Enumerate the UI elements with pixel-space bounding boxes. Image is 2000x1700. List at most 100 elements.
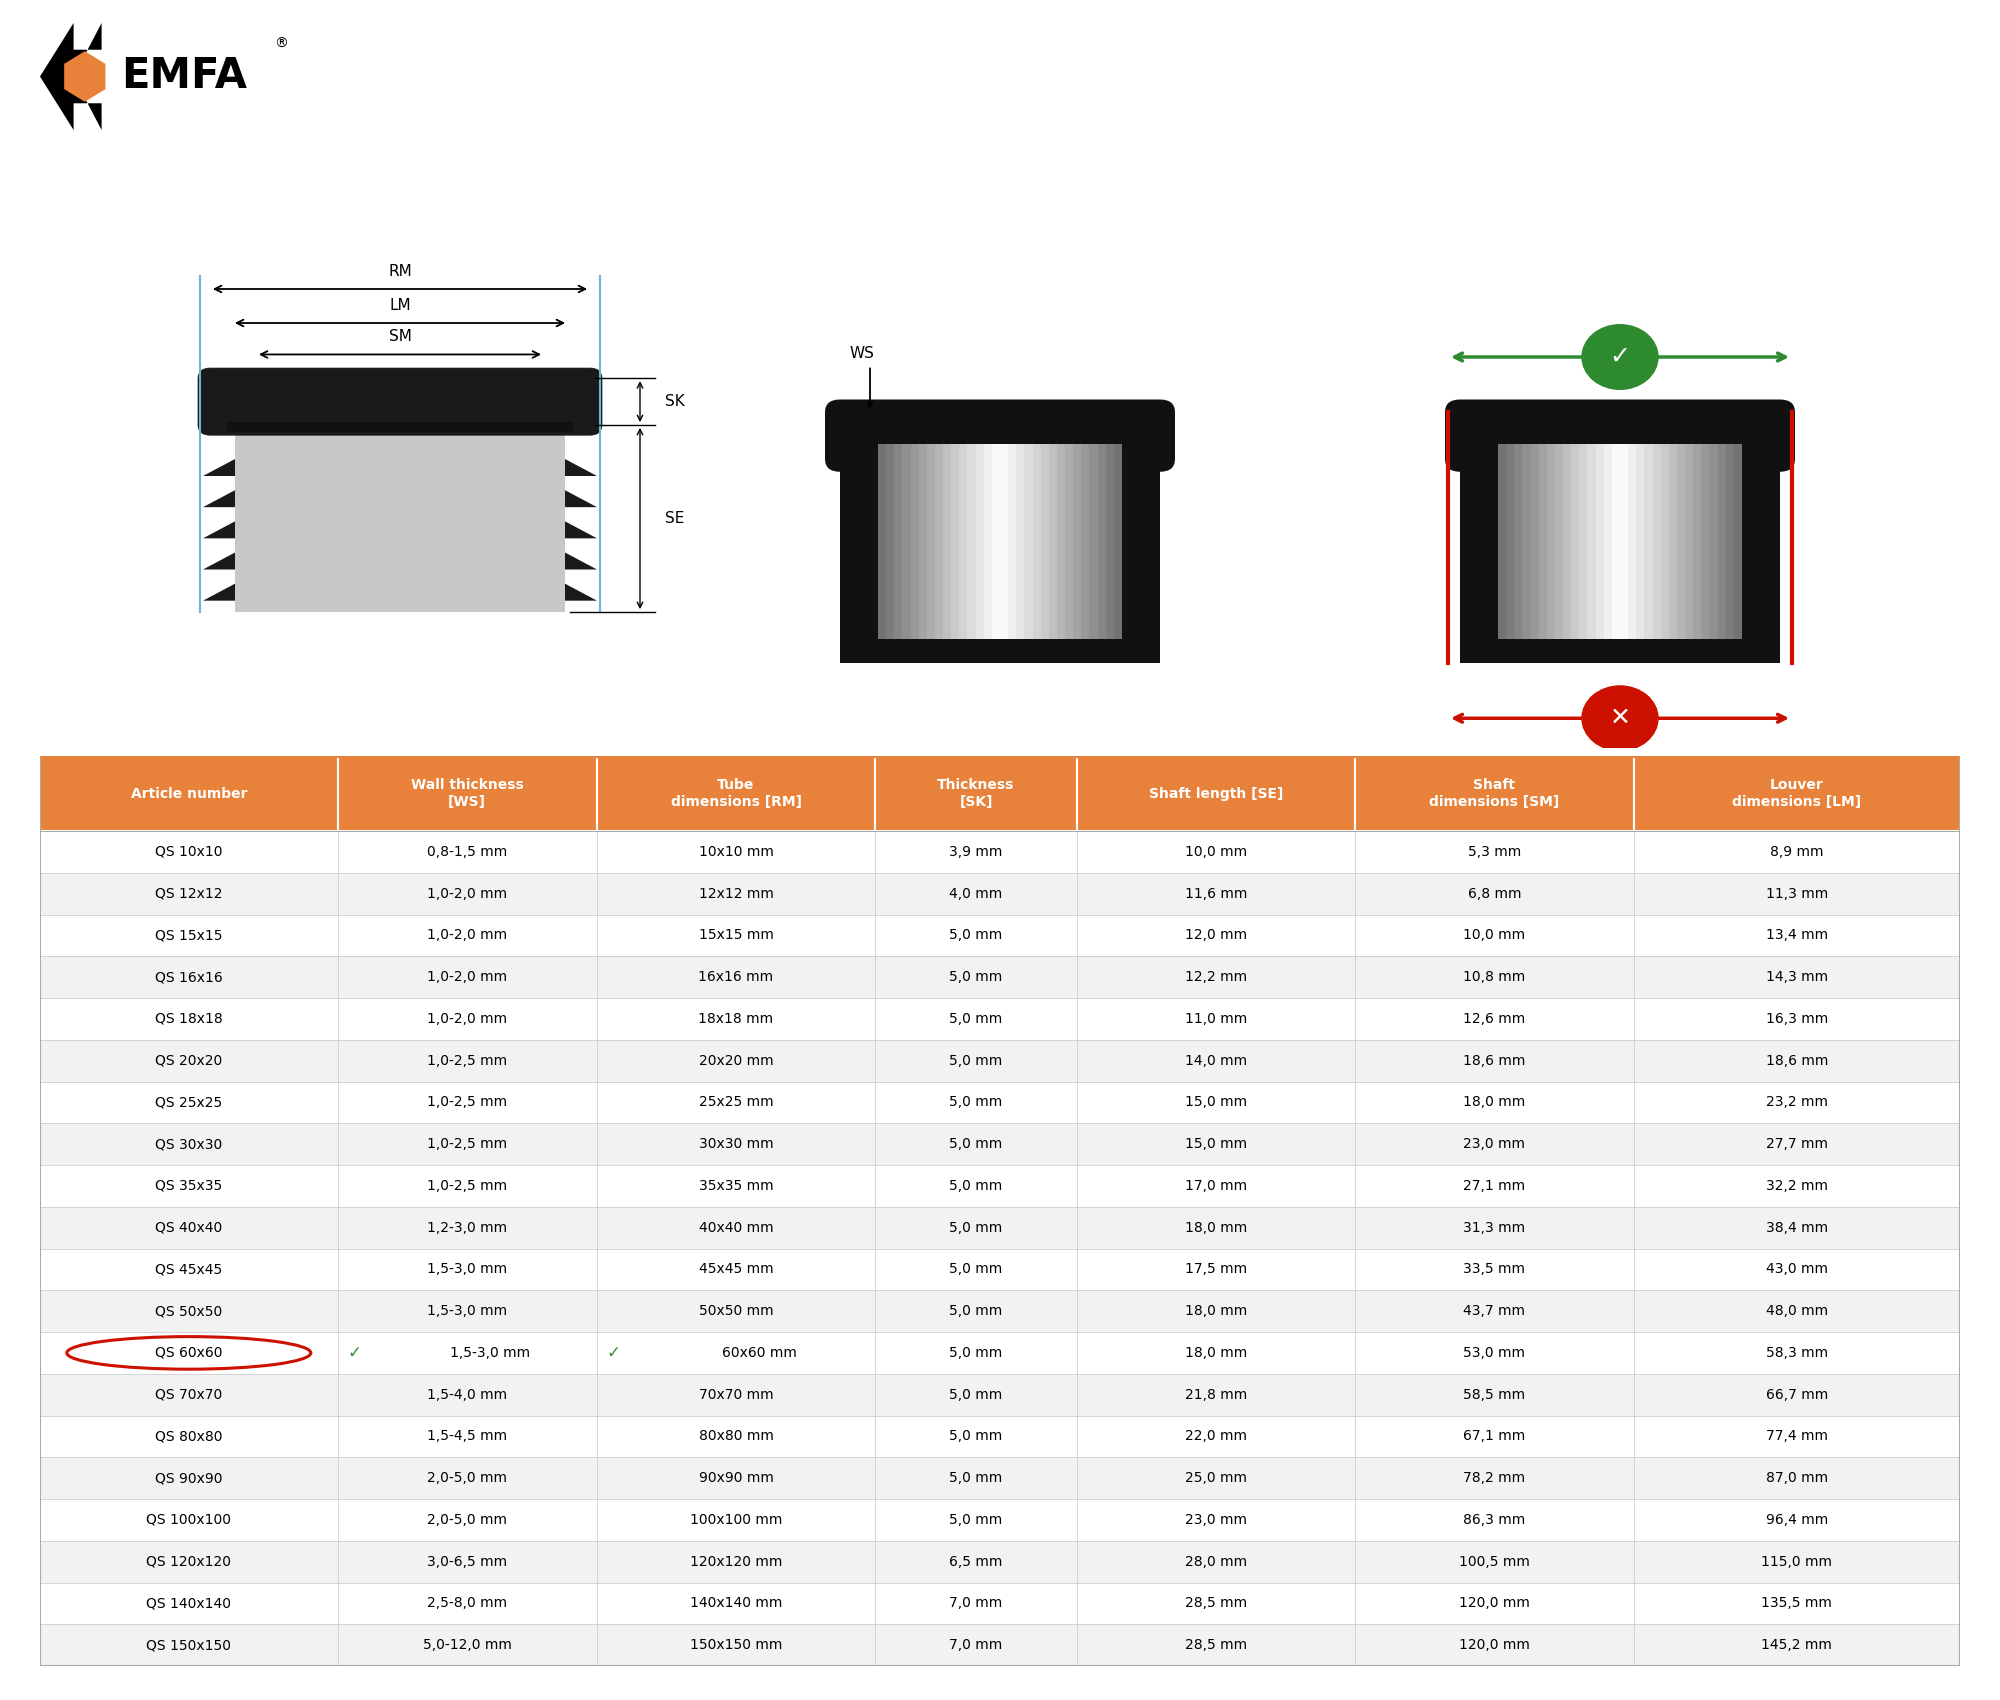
Bar [1612, 444, 1620, 639]
Text: 145,2 mm: 145,2 mm [1762, 1639, 1832, 1652]
Bar [40, 1164, 338, 1207]
Text: 120,0 mm: 120,0 mm [1458, 1639, 1530, 1652]
Text: 140x140 mm: 140x140 mm [690, 1596, 782, 1610]
Text: 16,3 mm: 16,3 mm [1766, 1012, 1828, 1025]
Bar [1634, 1333, 1960, 1374]
Bar [338, 957, 596, 998]
Polygon shape [1742, 626, 1776, 639]
Text: 7,0 mm: 7,0 mm [950, 1639, 1002, 1652]
Text: 50x50 mm: 50x50 mm [698, 1304, 774, 1318]
Bar [886, 444, 894, 639]
Text: 60x60 mm: 60x60 mm [722, 1346, 796, 1360]
Text: 12,2 mm: 12,2 mm [1184, 971, 1248, 984]
Bar [968, 444, 976, 639]
Bar [1076, 915, 1356, 957]
Bar [1634, 915, 1960, 957]
Bar [338, 1124, 596, 1164]
Text: QS 50x50: QS 50x50 [156, 1304, 222, 1318]
Text: WS: WS [850, 347, 874, 362]
Bar [1668, 444, 1676, 639]
Bar [40, 957, 338, 998]
Bar [1356, 1164, 1634, 1207]
Bar [1634, 1290, 1960, 1333]
Bar [1564, 444, 1572, 639]
Bar [1114, 444, 1122, 639]
Bar [1634, 831, 1960, 872]
Bar [596, 1540, 876, 1583]
Text: 1,0-2,0 mm: 1,0-2,0 mm [428, 1012, 508, 1025]
Text: 43,0 mm: 43,0 mm [1766, 1263, 1828, 1277]
Bar [1636, 444, 1644, 639]
Bar [40, 1499, 338, 1540]
Polygon shape [1742, 573, 1776, 586]
Bar [596, 998, 876, 1040]
Text: 120,0 mm: 120,0 mm [1458, 1596, 1530, 1610]
Bar [1066, 444, 1074, 639]
Text: 5,0 mm: 5,0 mm [950, 1012, 1002, 1025]
Bar [876, 1081, 1076, 1124]
Text: 100x100 mm: 100x100 mm [690, 1513, 782, 1527]
Bar [338, 1040, 596, 1081]
Polygon shape [1122, 520, 1156, 536]
Bar [1076, 1499, 1356, 1540]
Bar [1734, 444, 1742, 639]
Text: 1,0-2,5 mm: 1,0-2,5 mm [428, 1095, 508, 1110]
Text: 0,8-1,5 mm: 0,8-1,5 mm [428, 845, 508, 858]
Bar [338, 1416, 596, 1457]
Bar [1356, 1624, 1634, 1666]
Text: QS 120x120: QS 120x120 [146, 1554, 232, 1569]
Text: ®: ® [274, 37, 288, 51]
Bar [1572, 444, 1580, 639]
Text: 5,3 mm: 5,3 mm [1468, 845, 1522, 858]
Bar [878, 444, 886, 639]
Bar [1076, 1290, 1356, 1333]
Text: 5,0 mm: 5,0 mm [950, 1470, 1002, 1486]
Text: ✓: ✓ [606, 1345, 620, 1362]
Polygon shape [1742, 520, 1776, 536]
Text: 96,4 mm: 96,4 mm [1766, 1513, 1828, 1527]
Polygon shape [204, 552, 236, 570]
Polygon shape [846, 626, 878, 639]
Bar [1634, 756, 1960, 831]
Text: 100,5 mm: 100,5 mm [1458, 1554, 1530, 1569]
Bar [596, 831, 876, 872]
Circle shape [1582, 685, 1658, 751]
Bar [1356, 831, 1634, 872]
Text: 31,3 mm: 31,3 mm [1464, 1221, 1526, 1234]
Bar [1634, 1207, 1960, 1248]
Bar [338, 1457, 596, 1499]
Bar [1356, 1290, 1634, 1333]
Bar [40, 756, 338, 831]
Polygon shape [846, 547, 878, 561]
Bar [1634, 1416, 1960, 1457]
Polygon shape [1464, 626, 1498, 639]
Text: 86,3 mm: 86,3 mm [1464, 1513, 1526, 1527]
Text: 13,4 mm: 13,4 mm [1766, 928, 1828, 942]
Text: QS 40x40: QS 40x40 [156, 1221, 222, 1234]
Text: 70x70 mm: 70x70 mm [698, 1387, 774, 1402]
Bar [1076, 1081, 1356, 1124]
Text: 3,0-6,5 mm: 3,0-6,5 mm [428, 1554, 508, 1569]
Text: 18,6 mm: 18,6 mm [1464, 1054, 1526, 1068]
Polygon shape [1464, 495, 1498, 508]
Text: 17,0 mm: 17,0 mm [1184, 1178, 1248, 1193]
Text: 1,5-4,5 mm: 1,5-4,5 mm [428, 1430, 508, 1443]
Bar [976, 444, 984, 639]
Text: ✓: ✓ [1610, 345, 1630, 369]
Text: 10,0 mm: 10,0 mm [1464, 928, 1526, 942]
Text: 78,2 mm: 78,2 mm [1464, 1470, 1526, 1486]
Bar [1076, 1124, 1356, 1164]
Bar [1634, 957, 1960, 998]
Text: 5,0 mm: 5,0 mm [950, 1387, 1002, 1402]
Bar [1356, 1333, 1634, 1374]
Polygon shape [1122, 573, 1156, 586]
Bar [992, 444, 1000, 639]
Bar [1076, 1583, 1356, 1624]
Text: 17,5 mm: 17,5 mm [1184, 1263, 1248, 1277]
Text: 135,5 mm: 135,5 mm [1762, 1596, 1832, 1610]
Bar [1098, 444, 1106, 639]
Text: 18,0 mm: 18,0 mm [1464, 1095, 1526, 1110]
Text: 1,0-2,0 mm: 1,0-2,0 mm [428, 928, 508, 942]
Text: 5,0 mm: 5,0 mm [950, 1178, 1002, 1193]
Bar [944, 444, 952, 639]
